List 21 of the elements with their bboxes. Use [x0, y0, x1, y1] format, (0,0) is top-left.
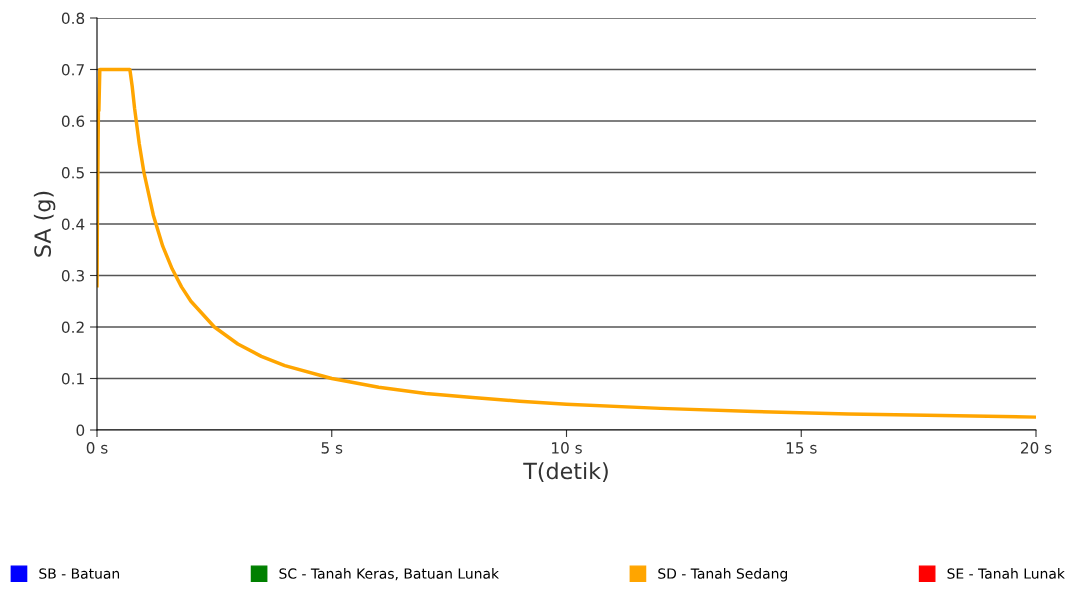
legend-label: SB - Batuan [39, 568, 120, 579]
x-tick-label: 10 s [552, 442, 582, 454]
x-tick-label: 5 s [321, 442, 343, 454]
x-tick-label: 20 s [1020, 442, 1052, 454]
legend-label: SE - Tanah Lunak [947, 568, 1065, 579]
x-tick-label: 0 s [86, 442, 108, 454]
y-tick-label: 0.3 [61, 269, 84, 282]
y-tick-label: 0 [76, 424, 85, 437]
y-tick-label: 0.2 [61, 321, 84, 334]
y-tick-label: 0.8 [61, 12, 85, 25]
y-tick-label: 0.6 [61, 115, 85, 128]
y-axis-title: SA (g) [33, 191, 56, 257]
y-tick-label: 0.4 [61, 218, 85, 231]
legend-label: SD - Tanah Sedang [658, 568, 787, 582]
legend-label: SC - Tanah Keras, Batuan Lunak [279, 568, 499, 581]
line-series [97, 67, 1036, 419]
y-tick-label: 0.7 [61, 63, 84, 76]
y-tick-label: 0.1 [61, 372, 84, 385]
y-tick-label: 0.5 [61, 166, 84, 179]
x-tick-label: 15 s [786, 442, 817, 454]
x-axis-title: T(detik) [523, 462, 608, 482]
